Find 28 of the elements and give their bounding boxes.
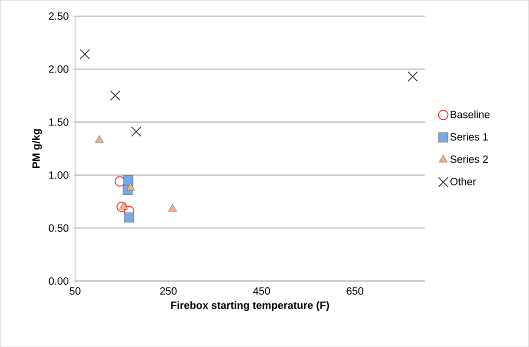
y-tick-label: 0.50: [48, 224, 68, 232]
point: [168, 204, 177, 212]
point: [124, 212, 134, 222]
legend-label: Other: [450, 178, 476, 186]
point: [116, 202, 127, 212]
x-axis-title: Firebox starting temperature (F): [171, 301, 329, 311]
legend-label: Baseline: [450, 110, 490, 118]
y-tick-label: 2.00: [48, 65, 68, 73]
x-tick-label: 250: [160, 287, 177, 295]
y-tick-label: 1.50: [49, 118, 68, 126]
y-tick-label: 2.50: [48, 12, 68, 20]
y-tick-label: 0.00: [48, 277, 68, 285]
x-tick-label: 650: [346, 287, 364, 295]
x-tick-label: 50: [70, 287, 80, 295]
point: [131, 126, 142, 137]
point: [110, 90, 120, 101]
point: [123, 175, 134, 186]
point: [408, 71, 418, 82]
point: [119, 202, 128, 210]
legend-label: Series 1: [450, 132, 488, 140]
legend-label: Series 2: [450, 155, 488, 163]
x-tick-label: 450: [253, 287, 270, 295]
point: [95, 135, 104, 143]
point: [114, 176, 125, 186]
y-axis-title: PM g/kg: [32, 129, 42, 168]
point: [80, 49, 90, 60]
point: [126, 182, 135, 190]
y-tick-label: 1.00: [49, 171, 68, 179]
